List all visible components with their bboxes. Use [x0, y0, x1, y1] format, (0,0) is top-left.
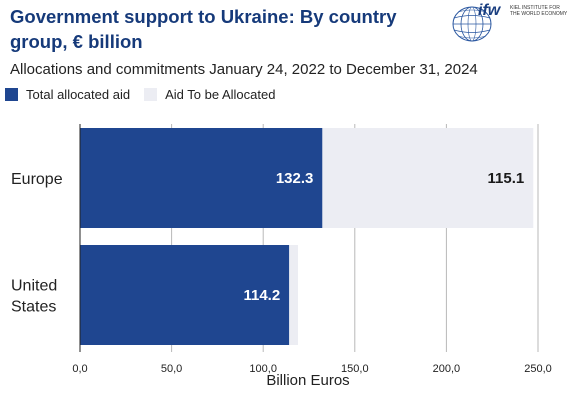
ifw-logo: ifw KIEL INSTITUTE FOR THE WORLD ECONOMY: [452, 2, 568, 42]
x-tick-label: 150,0: [341, 363, 369, 375]
legend-swatch-allocated: [5, 88, 18, 101]
chart-title: Government support to Ukraine: By countr…: [10, 6, 397, 52]
bar-value-label: 115.1: [488, 170, 525, 187]
legend-item-allocated: Total allocated aid: [5, 87, 130, 102]
legend-swatch-to-be-allocated: [144, 88, 158, 101]
category-label: States: [11, 299, 56, 316]
x-axis-title: Billion Euros: [266, 372, 350, 389]
bar-segment: [289, 245, 299, 345]
chart-subtitle: Allocations and commitments January 24, …: [10, 61, 478, 78]
bar-value-label: 114.2: [243, 287, 280, 304]
category-label: United: [11, 278, 57, 295]
logo-line-2: THE WORLD ECONOMY: [510, 11, 568, 17]
chart-legend: Total allocated aid Aid To be Allocated: [5, 87, 289, 102]
category-label: Europe: [11, 171, 63, 188]
globe-icon: [452, 6, 492, 42]
logo-wordmark: ifw: [478, 2, 502, 19]
x-tick-label: 200,0: [433, 363, 461, 375]
legend-item-to-be-allocated: Aid To be Allocated: [144, 87, 275, 102]
bar-value-label: 132.3: [276, 170, 314, 187]
logo-line-1: KIEL INSTITUTE FOR: [510, 5, 560, 11]
legend-label-to-be-allocated: Aid To be Allocated: [165, 87, 276, 102]
bar-segment: [80, 245, 290, 345]
x-tick-label: 100,0: [249, 363, 277, 375]
x-tick-label: 250,0: [524, 363, 552, 375]
bar-segment: [80, 128, 323, 228]
legend-label-allocated: Total allocated aid: [26, 87, 131, 102]
bar-segment: [322, 128, 534, 228]
x-tick-label: 0,0: [72, 363, 87, 375]
x-tick-label: 50,0: [161, 363, 182, 375]
